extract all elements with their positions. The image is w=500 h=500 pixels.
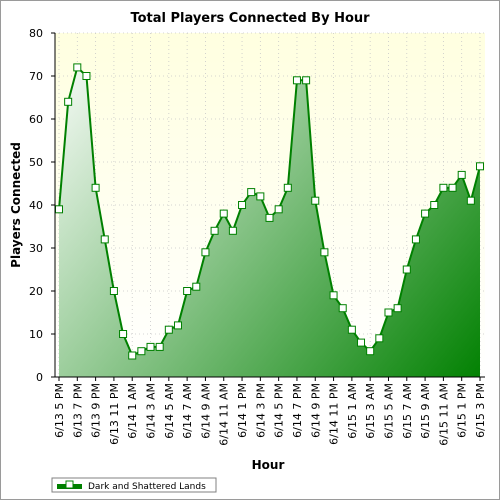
x-tick-label: 6/13 9 PM <box>90 383 103 438</box>
legend-series-name: Dark and Shattered Lands <box>88 482 206 492</box>
y-axis-ticks: 0 10 20 30 40 50 60 70 80 <box>29 27 55 384</box>
data-point <box>466 196 475 205</box>
legend: Dark and Shattered Lands <box>51 477 217 493</box>
x-tick-label: 6/14 3 PM <box>254 383 267 438</box>
y-tick-label: 80 <box>29 27 43 40</box>
data-point <box>82 72 91 80</box>
x-tick-label: 6/14 5 AM <box>163 383 176 439</box>
x-tick-label: 6/14 7 AM <box>181 383 194 439</box>
x-tick-label: 6/15 1 PM <box>456 383 469 438</box>
data-point <box>292 76 301 85</box>
data-point <box>393 304 402 313</box>
data-point <box>476 162 484 171</box>
legend-box <box>51 477 217 493</box>
data-point <box>164 325 173 334</box>
x-tick-label: 6/14 11 AM <box>218 383 231 446</box>
x-tick-label: 6/13 11 PM <box>108 383 121 445</box>
data-point <box>238 201 247 209</box>
data-point <box>448 183 457 192</box>
data-point <box>73 63 82 72</box>
data-point <box>265 213 274 222</box>
data-point <box>402 265 411 274</box>
x-tick-label: 6/13 7 PM <box>71 383 84 438</box>
chart-title: Total Players Connected By Hour <box>130 11 370 26</box>
data-point <box>201 248 210 257</box>
x-tick-label: 6/15 9 AM <box>419 383 432 439</box>
x-tick-label: 6/15 1 AM <box>346 383 359 439</box>
x-tick-label: 6/13 5 PM <box>53 383 66 438</box>
data-point <box>91 183 100 192</box>
x-tick-label: 6/14 1 PM <box>236 383 249 438</box>
data-point <box>137 347 146 356</box>
data-point <box>247 188 256 197</box>
data-point <box>64 97 73 106</box>
data-point <box>375 334 384 343</box>
data-point <box>210 226 219 235</box>
data-point <box>100 235 109 244</box>
y-tick-label: 40 <box>29 199 43 212</box>
x-tick-label: 6/14 9 PM <box>309 383 322 438</box>
x-tick-label: 6/14 5 PM <box>273 383 286 438</box>
series-markers <box>55 63 484 360</box>
data-point <box>219 209 228 218</box>
x-axis-ticks: 6/13 5 PM 6/13 7 PM 6/13 9 PM 6/13 11 PM 6/1… <box>53 377 487 446</box>
y-tick-label: 50 <box>29 156 43 169</box>
data-point <box>384 308 393 317</box>
x-tick-label: 6/14 9 AM <box>199 383 212 439</box>
x-tick-label: 6/14 1 AM <box>126 383 139 439</box>
data-point <box>357 338 366 347</box>
data-point <box>366 347 375 356</box>
x-tick-label: 6/15 11 AM <box>437 383 450 446</box>
x-tick-label: 6/15 7 AM <box>401 383 414 439</box>
x-tick-label: 6/15 5 AM <box>382 383 395 439</box>
y-tick-label: 10 <box>29 328 43 341</box>
data-point <box>173 321 182 330</box>
data-point <box>457 170 466 179</box>
data-point <box>128 351 137 360</box>
y-tick-label: 0 <box>36 371 43 384</box>
data-point <box>283 183 292 192</box>
data-point <box>146 342 155 351</box>
y-tick-label: 60 <box>29 113 43 126</box>
data-point <box>192 282 201 291</box>
data-point <box>430 201 439 209</box>
data-point <box>228 226 237 235</box>
data-point <box>320 248 329 257</box>
data-point <box>119 330 128 338</box>
data-point <box>302 76 311 85</box>
x-tick-label: 6/15 3 PM <box>474 383 487 438</box>
data-point <box>183 287 192 295</box>
legend-marker-swatch <box>65 480 74 489</box>
data-point <box>256 192 265 201</box>
data-point <box>411 235 420 244</box>
data-point <box>338 304 347 313</box>
data-point <box>347 325 356 334</box>
data-point <box>421 209 430 218</box>
x-tick-label: 6/14 3 AM <box>145 383 158 439</box>
data-point <box>439 183 448 192</box>
y-tick-label: 70 <box>29 70 43 83</box>
data-point <box>155 342 164 351</box>
y-tick-label: 30 <box>29 242 43 255</box>
y-tick-label: 20 <box>29 285 43 298</box>
data-point <box>274 205 283 214</box>
data-point <box>55 205 63 214</box>
x-tick-label: 6/14 7 PM <box>291 383 304 438</box>
area-fill <box>59 67 480 378</box>
data-point <box>311 196 320 205</box>
y-axis-label: Players Connected <box>9 142 23 268</box>
x-tick-label: 6/14 11 PM <box>328 383 341 445</box>
x-tick-label: 6/15 3 AM <box>364 383 377 439</box>
data-point <box>109 287 118 295</box>
data-point <box>329 291 338 300</box>
x-axis-label: Hour <box>252 458 285 472</box>
